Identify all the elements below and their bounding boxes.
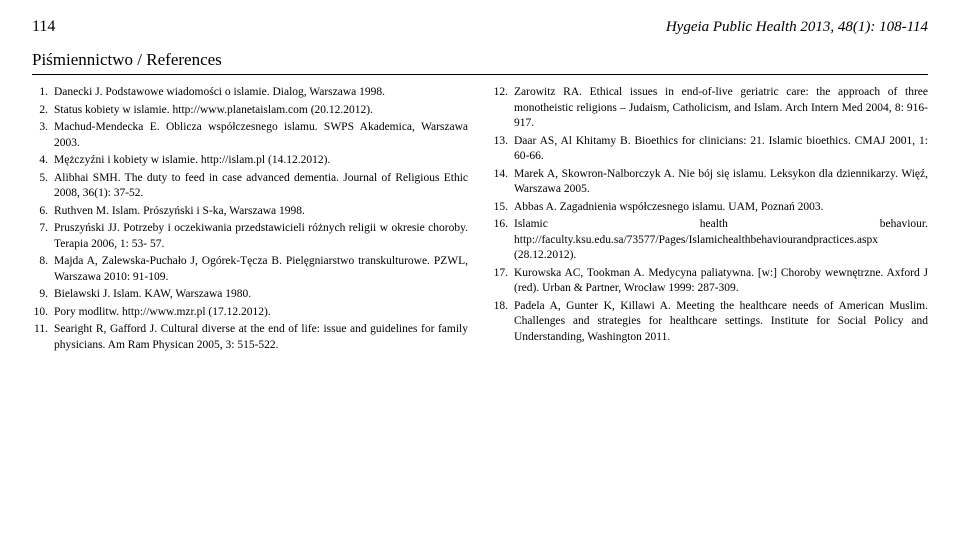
reference-item: 14.Marek A, Skowron-Nalborczyk A. Nie bó… <box>492 167 928 198</box>
reference-text: Majda A, Zalewska-Puchało J, Ogórek-Tęcz… <box>54 254 468 285</box>
reference-text: Kurowska AC, Tookman A. Medycyna paliaty… <box>514 266 928 297</box>
reference-number: 15. <box>492 200 514 216</box>
reference-item: 8.Majda A, Zalewska-Puchało J, Ogórek-Tę… <box>32 254 468 285</box>
reference-text: Danecki J. Podstawowe wiadomości o islam… <box>54 85 468 101</box>
reference-number: 14. <box>492 167 514 198</box>
reference-text: Padela A, Gunter K, Killawi A. Meeting t… <box>514 299 928 346</box>
reference-item: 17.Kurowska AC, Tookman A. Medycyna pali… <box>492 266 928 297</box>
section-divider <box>32 74 928 75</box>
reference-text: Abbas A. Zagadnienia współczesnego islam… <box>514 200 928 216</box>
references-column-left: 1.Danecki J. Podstawowe wiadomości o isl… <box>32 85 468 355</box>
reference-text: Searight R, Gafford J. Cultural diverse … <box>54 322 468 353</box>
reference-item: 15.Abbas A. Zagadnienia współczesnego is… <box>492 200 928 216</box>
reference-number: 2. <box>32 103 54 119</box>
reference-number: 3. <box>32 120 54 151</box>
reference-number: 9. <box>32 287 54 303</box>
reference-item: 16.Islamic health behaviour. http://facu… <box>492 217 928 264</box>
reference-text: Ruthven M. Islam. Prószyński i S-ka, War… <box>54 204 468 220</box>
reference-item: 10.Pory modlitw. http://www.mzr.pl (17.1… <box>32 305 468 321</box>
journal-citation: Hygeia Public Health 2013, 48(1): 108-11… <box>666 19 928 36</box>
reference-item: 12.Zarowitz RA. Ethical issues in end-of… <box>492 85 928 132</box>
reference-number: 12. <box>492 85 514 132</box>
reference-text: Pruszyński JJ. Potrzeby i oczekiwania pr… <box>54 221 468 252</box>
reference-number: 16. <box>492 217 514 264</box>
reference-item: 4.Mężczyźni i kobiety w islamie. http://… <box>32 153 468 169</box>
reference-number: 18. <box>492 299 514 346</box>
reference-item: 5.Alibhai SMH. The duty to feed in case … <box>32 171 468 202</box>
reference-number: 7. <box>32 221 54 252</box>
reference-text: Islamic health behaviour. http://faculty… <box>514 217 928 264</box>
references-column-right: 12.Zarowitz RA. Ethical issues in end-of… <box>492 85 928 355</box>
reference-number: 8. <box>32 254 54 285</box>
reference-text: Alibhai SMH. The duty to feed in case ad… <box>54 171 468 202</box>
page-number: 114 <box>32 18 55 36</box>
reference-item: 13.Daar AS, Al Khitamy B. Bioethics for … <box>492 134 928 165</box>
reference-number: 13. <box>492 134 514 165</box>
reference-number: 11. <box>32 322 54 353</box>
reference-item: 9.Bielawski J. Islam. KAW, Warszawa 1980… <box>32 287 468 303</box>
reference-text: Machud-Mendecka E. Oblicza współczesnego… <box>54 120 468 151</box>
reference-number: 10. <box>32 305 54 321</box>
reference-text: Bielawski J. Islam. KAW, Warszawa 1980. <box>54 287 468 303</box>
reference-item: 7.Pruszyński JJ. Potrzeby i oczekiwania … <box>32 221 468 252</box>
reference-number: 4. <box>32 153 54 169</box>
reference-item: 6.Ruthven M. Islam. Prószyński i S-ka, W… <box>32 204 468 220</box>
references-columns: 1.Danecki J. Podstawowe wiadomości o isl… <box>32 85 928 355</box>
reference-number: 6. <box>32 204 54 220</box>
reference-text: Mężczyźni i kobiety w islamie. http://is… <box>54 153 468 169</box>
reference-item: 3.Machud-Mendecka E. Oblicza współczesne… <box>32 120 468 151</box>
reference-text: Status kobiety w islamie. http://www.pla… <box>54 103 468 119</box>
reference-item: 1.Danecki J. Podstawowe wiadomości o isl… <box>32 85 468 101</box>
reference-text: Daar AS, Al Khitamy B. Bioethics for cli… <box>514 134 928 165</box>
reference-text: Pory modlitw. http://www.mzr.pl (17.12.2… <box>54 305 468 321</box>
reference-item: 11.Searight R, Gafford J. Cultural diver… <box>32 322 468 353</box>
reference-item: 2.Status kobiety w islamie. http://www.p… <box>32 103 468 119</box>
section-title: Piśmiennictwo / References <box>32 50 928 70</box>
reference-number: 1. <box>32 85 54 101</box>
reference-number: 17. <box>492 266 514 297</box>
reference-text: Marek A, Skowron-Nalborczyk A. Nie bój s… <box>514 167 928 198</box>
reference-text: Zarowitz RA. Ethical issues in end-of-li… <box>514 85 928 132</box>
reference-number: 5. <box>32 171 54 202</box>
reference-item: 18.Padela A, Gunter K, Killawi A. Meetin… <box>492 299 928 346</box>
page-header: 114 Hygeia Public Health 2013, 48(1): 10… <box>32 18 928 36</box>
